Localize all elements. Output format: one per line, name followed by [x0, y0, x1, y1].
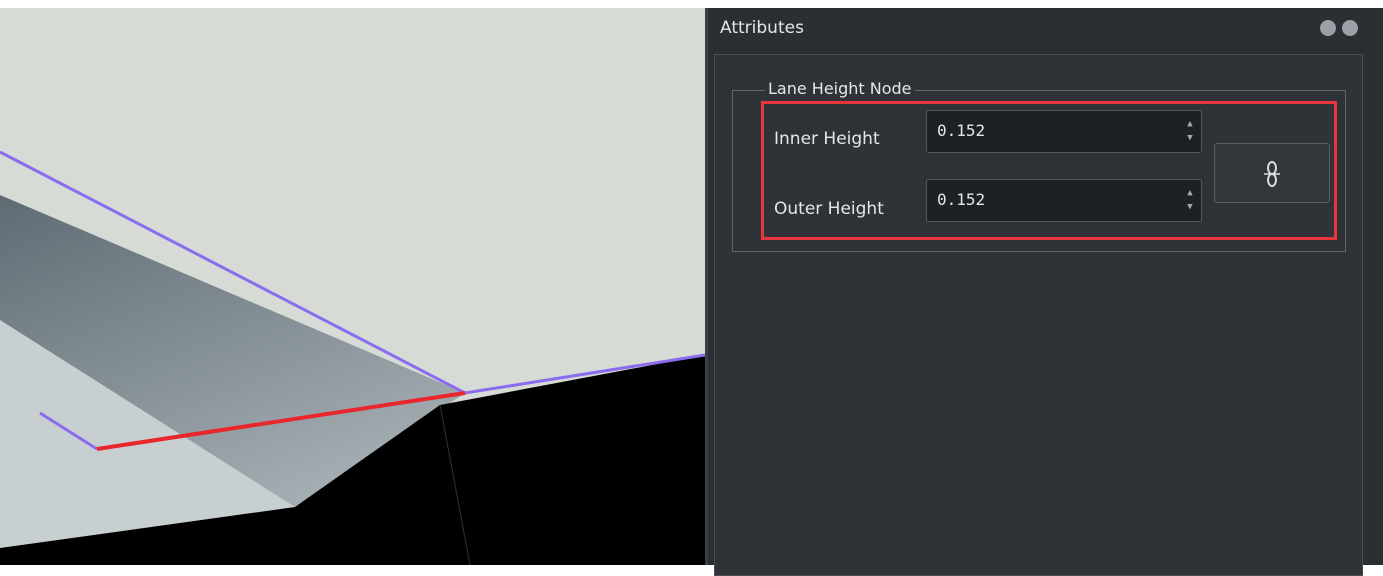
void [0, 355, 705, 565]
group-box: Lane Height Node [732, 79, 1346, 252]
group-title: Lane Height Node [765, 79, 915, 98]
close-button[interactable] [1342, 20, 1358, 36]
spinner[interactable]: ▲ ▼ [1187, 119, 1193, 143]
link-icon [1264, 161, 1280, 187]
panel-title: Attributes [720, 18, 804, 38]
link-button[interactable] [1214, 143, 1330, 203]
spin-box[interactable]: 0.152 ▲ ▼ [926, 179, 1202, 222]
spinner[interactable]: ▲ ▼ [1187, 188, 1193, 212]
float-button[interactable] [1320, 20, 1336, 36]
lower-ground [0, 320, 295, 548]
height-line [96, 391, 466, 451]
field-value: 0.152 [937, 121, 986, 140]
viewport [0, 8, 705, 565]
lane-line [39, 411, 98, 451]
spin-box[interactable]: 0.152 ▲ ▼ [926, 110, 1202, 153]
edge [439, 404, 471, 565]
field-label: Inner Height [774, 129, 880, 149]
slope [0, 195, 465, 507]
highlight [761, 101, 1337, 240]
field-value: 0.152 [937, 190, 986, 209]
field-label: Outer Height [774, 199, 884, 219]
attributes-panel: Attributes Lane Height Node Inner Height… [705, 8, 1383, 576]
